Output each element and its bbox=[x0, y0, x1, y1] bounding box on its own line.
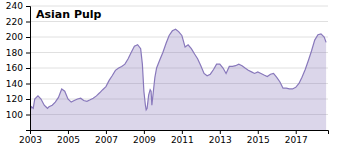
x-axis-tick-mark bbox=[258, 130, 259, 134]
line bbox=[30, 29, 326, 110]
y-axis-tick-label: 120 bbox=[6, 94, 23, 104]
chart: 2003 2005 2007 2009 2011 2013 2015 2017 100 120 14… bbox=[0, 0, 340, 148]
y-axis: 100 120 140 160 180 200 220 240 bbox=[6, 1, 31, 130]
y-axis-tick: 220 bbox=[6, 17, 30, 27]
y-axis-tick-mark bbox=[26, 115, 30, 116]
plot: 2003 2005 2007 2009 2011 2013 2015 2017 100 120 14… bbox=[6, 1, 329, 145]
x-axis-tick: 2011 bbox=[171, 130, 194, 145]
y-axis-tick: 180 bbox=[6, 48, 30, 58]
y-axis-tick-mark bbox=[26, 99, 30, 100]
y-axis-tick-mark bbox=[26, 53, 30, 54]
x-axis-tick: 2017 bbox=[285, 130, 308, 145]
grid-line bbox=[30, 21, 328, 22]
y-axis-tick: 120 bbox=[6, 94, 30, 104]
x-axis-tick-mark bbox=[106, 130, 107, 134]
grid-line bbox=[30, 6, 328, 7]
y-axis-tick: 240 bbox=[6, 1, 30, 11]
x-axis-line bbox=[31, 131, 329, 135]
y-axis-line bbox=[26, 7, 31, 131]
x-axis-tick-label: 2003 bbox=[19, 135, 42, 145]
y-axis-tick-mark bbox=[26, 84, 30, 85]
x-axis-tick-mark bbox=[144, 130, 145, 134]
y-axis-tick-mark bbox=[26, 37, 30, 38]
y-axis-tick-label: 240 bbox=[6, 1, 23, 11]
x-axis-tick-mark bbox=[182, 130, 183, 134]
y-axis-tick-label: 160 bbox=[6, 63, 23, 73]
x-axis-tick-label: 2011 bbox=[171, 135, 194, 145]
y-axis-tick-label: 180 bbox=[6, 48, 23, 58]
x-axis-tick-mark bbox=[220, 130, 221, 134]
marks bbox=[30, 29, 326, 130]
x-axis-tick-label: 2007 bbox=[95, 135, 118, 145]
y-axis-tick-label: 220 bbox=[6, 17, 23, 27]
x-axis-tick-label: 2013 bbox=[209, 135, 232, 145]
y-axis-tick-label: 140 bbox=[6, 79, 23, 89]
x-axis-tick-label: 2005 bbox=[57, 135, 80, 145]
x-axis-tick-mark bbox=[296, 130, 297, 134]
y-axis-tick: 200 bbox=[6, 32, 30, 42]
x-axis: 2003 2005 2007 2009 2011 2013 2015 2017 bbox=[19, 130, 328, 145]
y-axis-tick: 100 bbox=[6, 110, 30, 120]
x-axis-tick: 2003 bbox=[19, 130, 42, 145]
x-axis-tick-label: 2015 bbox=[247, 135, 270, 145]
y-axis-tick-label: 200 bbox=[6, 32, 23, 42]
y-axis-tick: 140 bbox=[6, 79, 30, 89]
area bbox=[30, 29, 326, 130]
x-axis-tick-label: 2017 bbox=[285, 135, 308, 145]
title: Asian Pulp bbox=[36, 8, 102, 21]
x-axis-tick-mark bbox=[68, 130, 69, 134]
x-axis-tick: 2015 bbox=[247, 130, 270, 145]
x-axis-tick: 2005 bbox=[57, 130, 80, 145]
x-axis-tick-label: 2009 bbox=[133, 135, 156, 145]
x-axis-tick: 2009 bbox=[133, 130, 156, 145]
x-axis-tick: 2007 bbox=[95, 130, 118, 145]
y-axis-tick-mark bbox=[26, 22, 30, 23]
x-axis-tick: 2013 bbox=[209, 130, 232, 145]
y-axis-tick-mark bbox=[26, 6, 30, 7]
y-axis-tick-label: 100 bbox=[6, 110, 23, 120]
y-axis-tick-mark bbox=[26, 68, 30, 69]
y-axis-tick: 160 bbox=[6, 63, 30, 73]
